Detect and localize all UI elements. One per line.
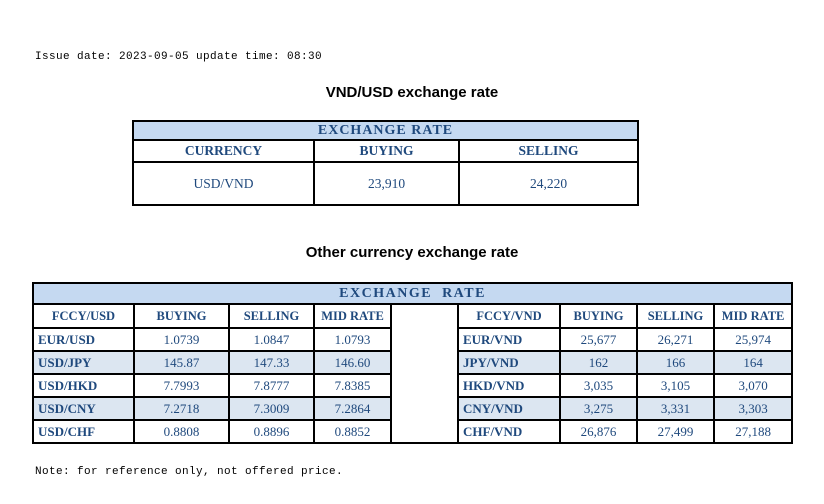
rate-cell: 0.8896	[228, 419, 315, 444]
rate-cell: 1.0847	[228, 327, 315, 352]
rate-cell: 7.7993	[133, 373, 230, 398]
other-currency-rate-table: EXCHANGE RATE FCCY/USD BUYING SELLING MI…	[31, 282, 794, 444]
rate-cell: 3,035	[559, 373, 638, 398]
left-midrate-header: MID RATE	[313, 303, 392, 329]
currency-pair-cell: EUR/VND	[457, 327, 561, 352]
table-row: USD/HKD 7.7993 7.8777 7.8385 HKD/VND 3,0…	[32, 373, 794, 398]
rate-cell: 147.33	[228, 350, 315, 375]
rate-cell: 25,974	[712, 327, 794, 352]
usd-col-header-buying: BUYING	[313, 139, 460, 163]
rate-cell: 1.0739	[133, 327, 230, 352]
rate-cell: 146.60	[313, 350, 392, 375]
rate-cell: 3,105	[636, 373, 715, 398]
buying-rate-cell: 23,910	[313, 161, 460, 206]
rate-cell: 1.0793	[313, 327, 392, 352]
currency-pair-cell: USD/CHF	[32, 419, 135, 444]
rate-cell: 162	[559, 350, 638, 375]
right-midrate-header: MID RATE	[712, 303, 794, 329]
usd-table-title: VND/USD exchange rate	[325, 84, 499, 101]
rate-cell: 0.8808	[133, 419, 230, 444]
currency-pair-cell: EUR/USD	[32, 327, 135, 352]
table-row: USD/VND 23,910 24,220	[132, 161, 640, 206]
header-row: FCCY/USD BUYING SELLING MID RATE FCCY/VN…	[32, 303, 794, 444]
banner-row: EXCHANGE RATE	[31, 282, 794, 305]
currency-pair-cell: HKD/VND	[457, 373, 561, 398]
rate-cell: 7.3009	[228, 396, 315, 421]
right-buying-header: BUYING	[559, 303, 638, 329]
rate-cell: 27,188	[712, 419, 794, 444]
currency-pair-cell: USD/JPY	[32, 350, 135, 375]
spacer-cell	[390, 303, 459, 444]
rate-cell: 3,275	[559, 396, 638, 421]
rate-cell: 3,303	[712, 396, 794, 421]
usd-table-banner: EXCHANGE RATE	[131, 120, 640, 141]
currency-pair-cell: USD/CNY	[32, 396, 135, 421]
currency-pair-cell: CHF/VND	[457, 419, 561, 444]
rate-cell: 27,499	[636, 419, 715, 444]
rate-cell: 26,876	[559, 419, 638, 444]
fccy-usd-header: FCCY/USD	[32, 303, 135, 329]
banner-row: EXCHANGE RATE	[131, 120, 640, 141]
currency-pair-cell: CNY/VND	[457, 396, 561, 421]
rate-cell: 7.8777	[228, 373, 315, 398]
rate-cell: 3,331	[636, 396, 715, 421]
issue-date-line: Issue date: 2023-09-05 update time: 08:3…	[35, 51, 323, 63]
left-buying-header: BUYING	[133, 303, 230, 329]
table-row: USD/JPY 145.87 147.33 146.60 JPY/VND 162…	[32, 350, 794, 375]
fccy-vnd-header: FCCY/VND	[457, 303, 561, 329]
rate-cell: 166	[636, 350, 715, 375]
usd-col-header-selling: SELLING	[457, 139, 640, 163]
rate-cell: 3,070	[712, 373, 794, 398]
note-line: Note: for reference only, not offered pr…	[35, 466, 344, 478]
selling-rate-cell: 24,220	[457, 161, 640, 206]
rate-cell: 26,271	[636, 327, 715, 352]
rate-cell: 164	[712, 350, 794, 375]
rate-cell: 0.8852	[313, 419, 392, 444]
table-row: USD/CHF 0.8808 0.8896 0.8852 CHF/VND 26,…	[32, 419, 794, 444]
table-row: EUR/USD 1.0739 1.0847 1.0793 EUR/VND 25,…	[32, 327, 794, 352]
rate-cell: 7.2718	[133, 396, 230, 421]
left-selling-header: SELLING	[228, 303, 315, 329]
currency-pair-cell: USD/VND	[132, 161, 315, 206]
usd-col-header-currency: CURRENCY	[132, 139, 315, 163]
rate-cell: 7.8385	[313, 373, 392, 398]
right-selling-header: SELLING	[636, 303, 715, 329]
currency-pair-cell: JPY/VND	[457, 350, 561, 375]
usd-vnd-rate-table: EXCHANGE RATE CURRENCY BUYING SELLING US…	[131, 120, 640, 206]
rate-cell: 25,677	[559, 327, 638, 352]
other-table-banner: EXCHANGE RATE	[31, 282, 794, 305]
rate-cell: 7.2864	[313, 396, 392, 421]
table-row: USD/CNY 7.2718 7.3009 7.2864 CNY/VND 3,2…	[32, 396, 794, 421]
currency-pair-cell: USD/HKD	[32, 373, 135, 398]
header-row: CURRENCY BUYING SELLING	[132, 139, 640, 163]
rate-cell: 145.87	[133, 350, 230, 375]
other-table-title: Other currency exchange rate	[305, 244, 519, 261]
